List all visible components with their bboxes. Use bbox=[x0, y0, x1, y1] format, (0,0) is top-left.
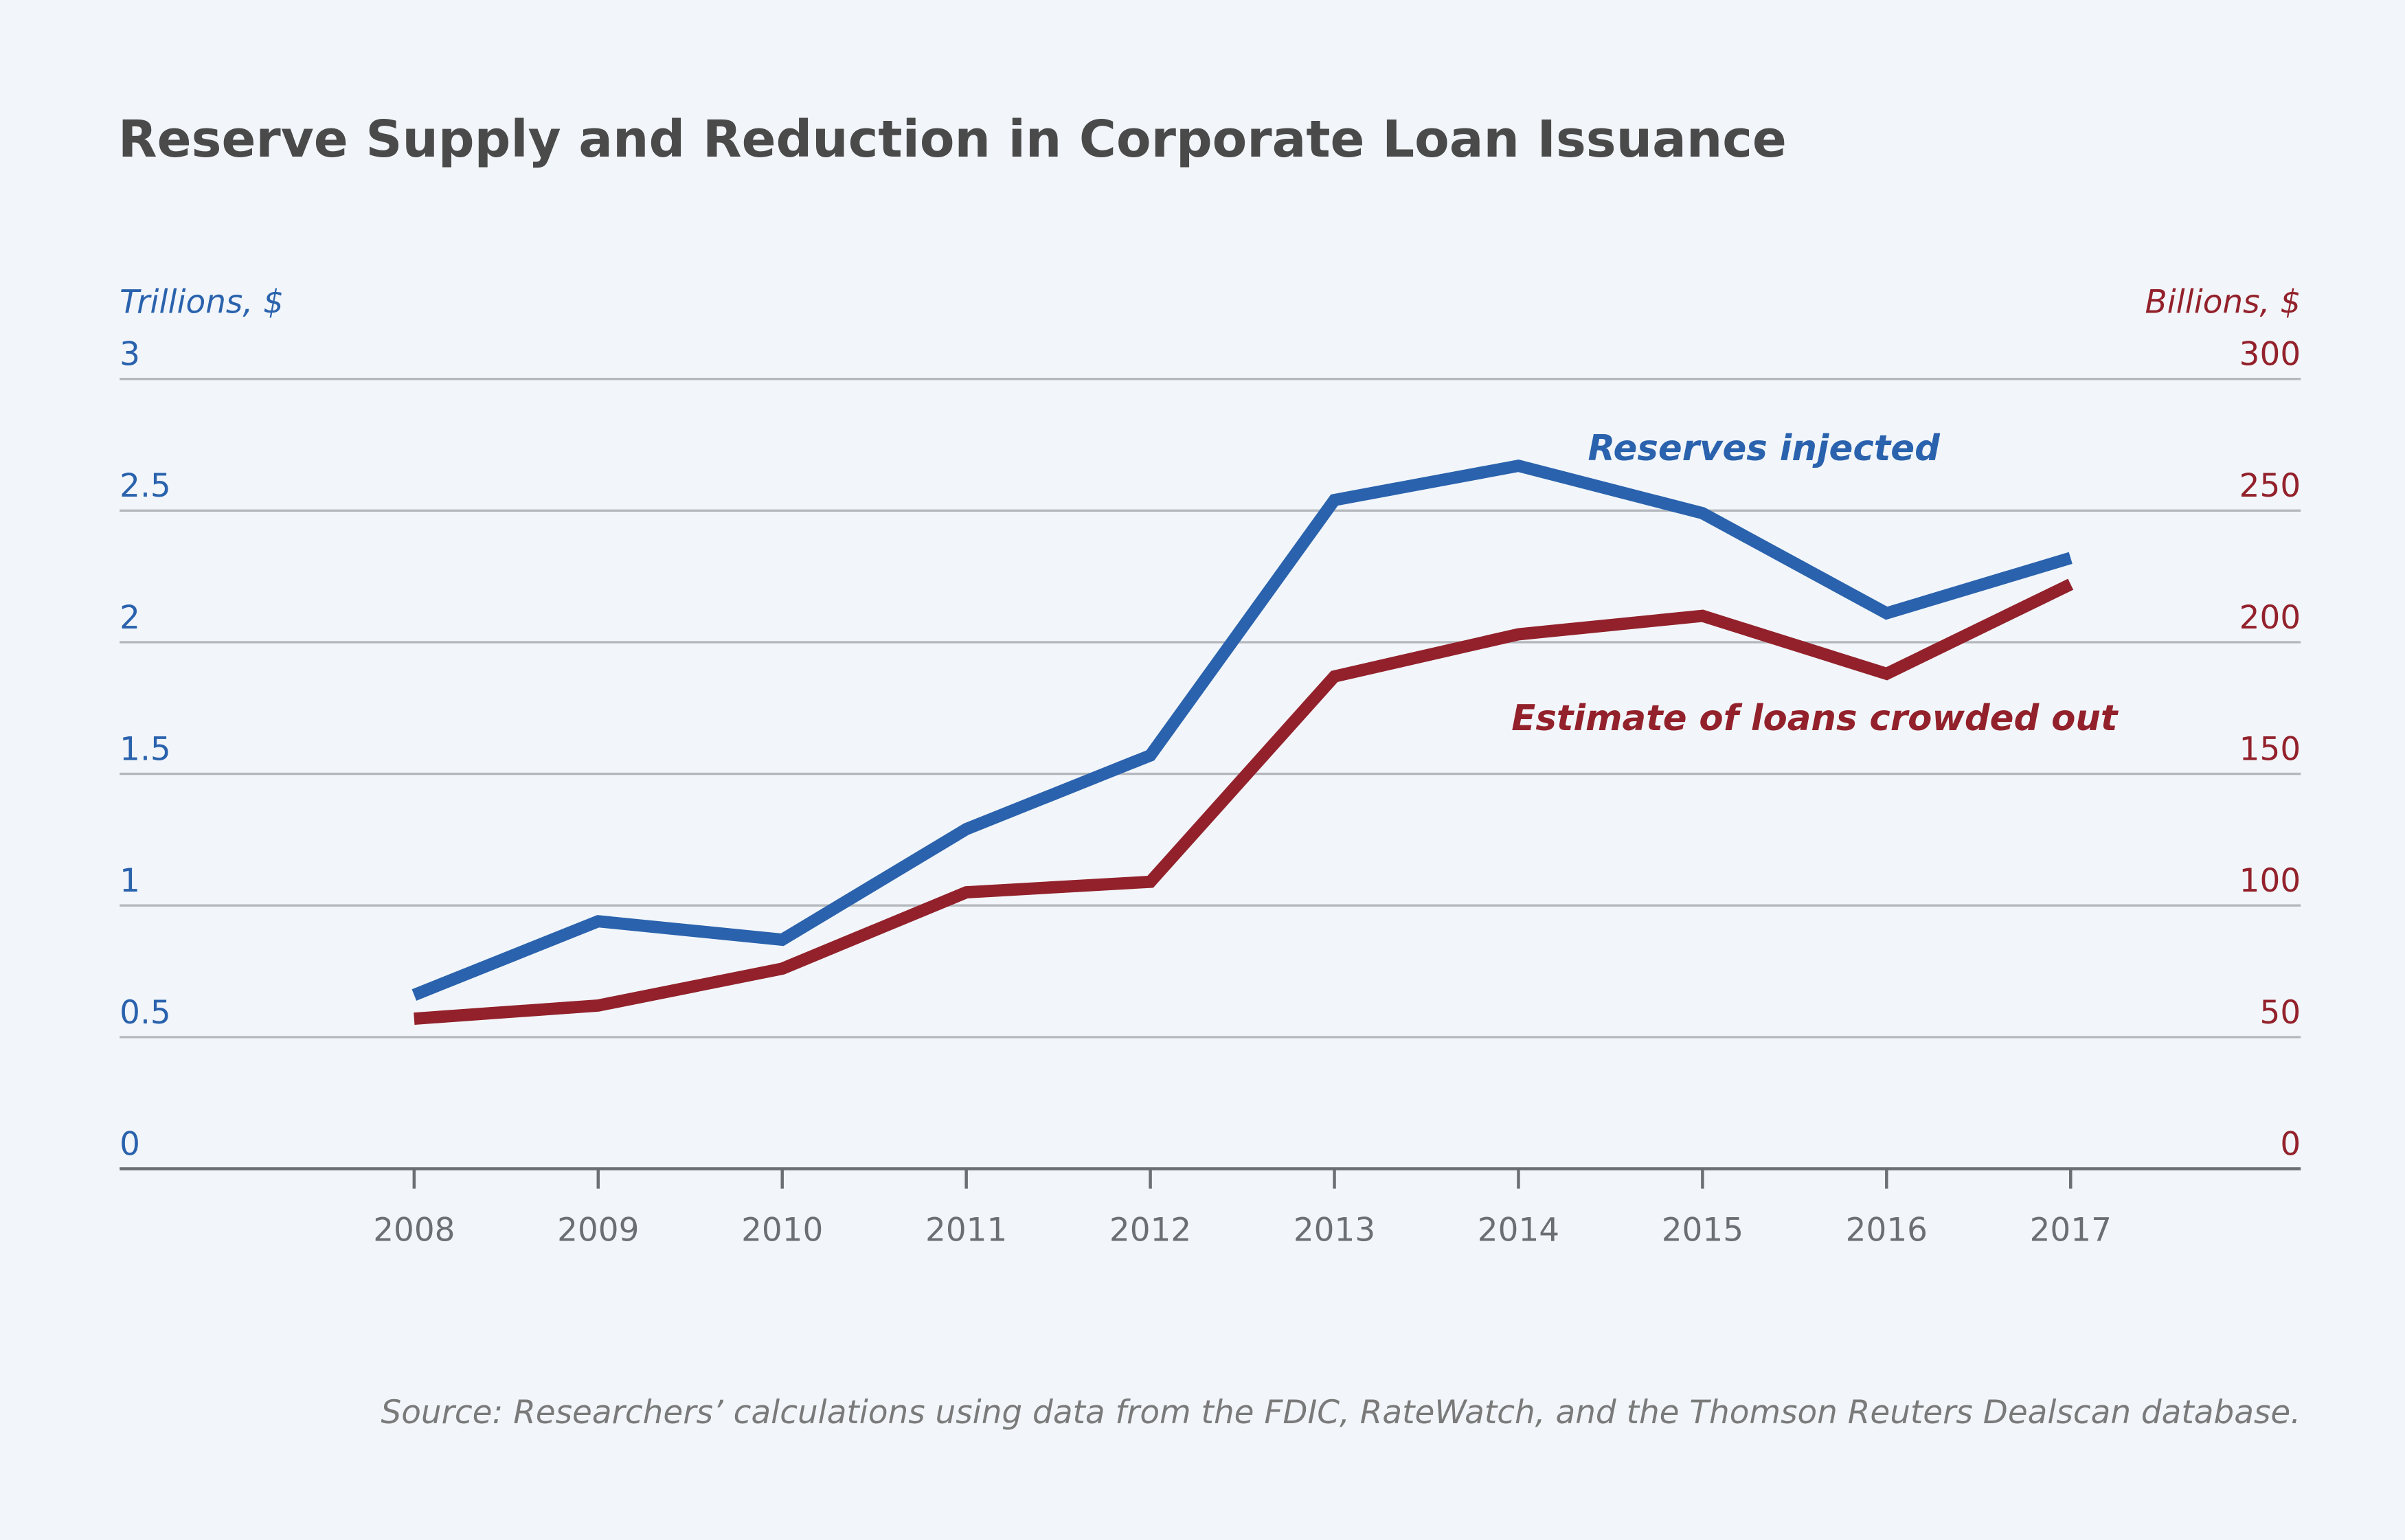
x-tick-label: 2013 bbox=[1294, 1211, 1375, 1249]
y-tick-label: 2 bbox=[120, 599, 140, 637]
y-tick-label: 0.5 bbox=[120, 994, 171, 1032]
chart-title: Reserve Supply and Reduction in Corporat… bbox=[118, 111, 1787, 169]
series-label: Estimate of loans crowded out bbox=[1511, 698, 2119, 739]
y2-tick-label: 150 bbox=[2239, 730, 2301, 768]
x-tick-label: 2008 bbox=[373, 1211, 455, 1249]
y-tick-label: 3 bbox=[120, 336, 140, 374]
y2-axis-label: Billions, $ bbox=[2145, 284, 2301, 321]
y-tick-label: 1 bbox=[120, 862, 140, 900]
x-tick-label: 2011 bbox=[925, 1211, 1007, 1249]
series-line bbox=[414, 578, 2074, 1025]
y2-tick-label: 0 bbox=[2280, 1125, 2301, 1163]
x-tick-label: 2009 bbox=[557, 1211, 639, 1249]
y2-tick-label: 300 bbox=[2239, 336, 2301, 374]
y2-tick-label: 200 bbox=[2239, 599, 2301, 637]
y2-tick-label: 100 bbox=[2239, 862, 2301, 900]
series-label: Reserves injected bbox=[1588, 428, 1941, 469]
x-tick-label: 2010 bbox=[741, 1211, 823, 1249]
x-tick-label: 2017 bbox=[2030, 1211, 2112, 1249]
y2-tick-label: 50 bbox=[2260, 994, 2301, 1032]
series-line bbox=[411, 459, 2073, 1001]
y-axis-label: Trillions, $ bbox=[120, 284, 284, 321]
y-tick-label: 0 bbox=[120, 1125, 140, 1163]
x-tick-label: 2016 bbox=[1846, 1211, 1928, 1249]
y-tick-label: 1.5 bbox=[120, 730, 171, 768]
source-note: Source: Researchers’ calculations using … bbox=[381, 1394, 2301, 1431]
y2-tick-label: 250 bbox=[2239, 467, 2301, 505]
x-tick-label: 2014 bbox=[1478, 1211, 1559, 1249]
x-tick-label: 2012 bbox=[1109, 1211, 1191, 1249]
x-tick-label: 2015 bbox=[1662, 1211, 1743, 1249]
y-tick-label: 2.5 bbox=[120, 467, 171, 505]
